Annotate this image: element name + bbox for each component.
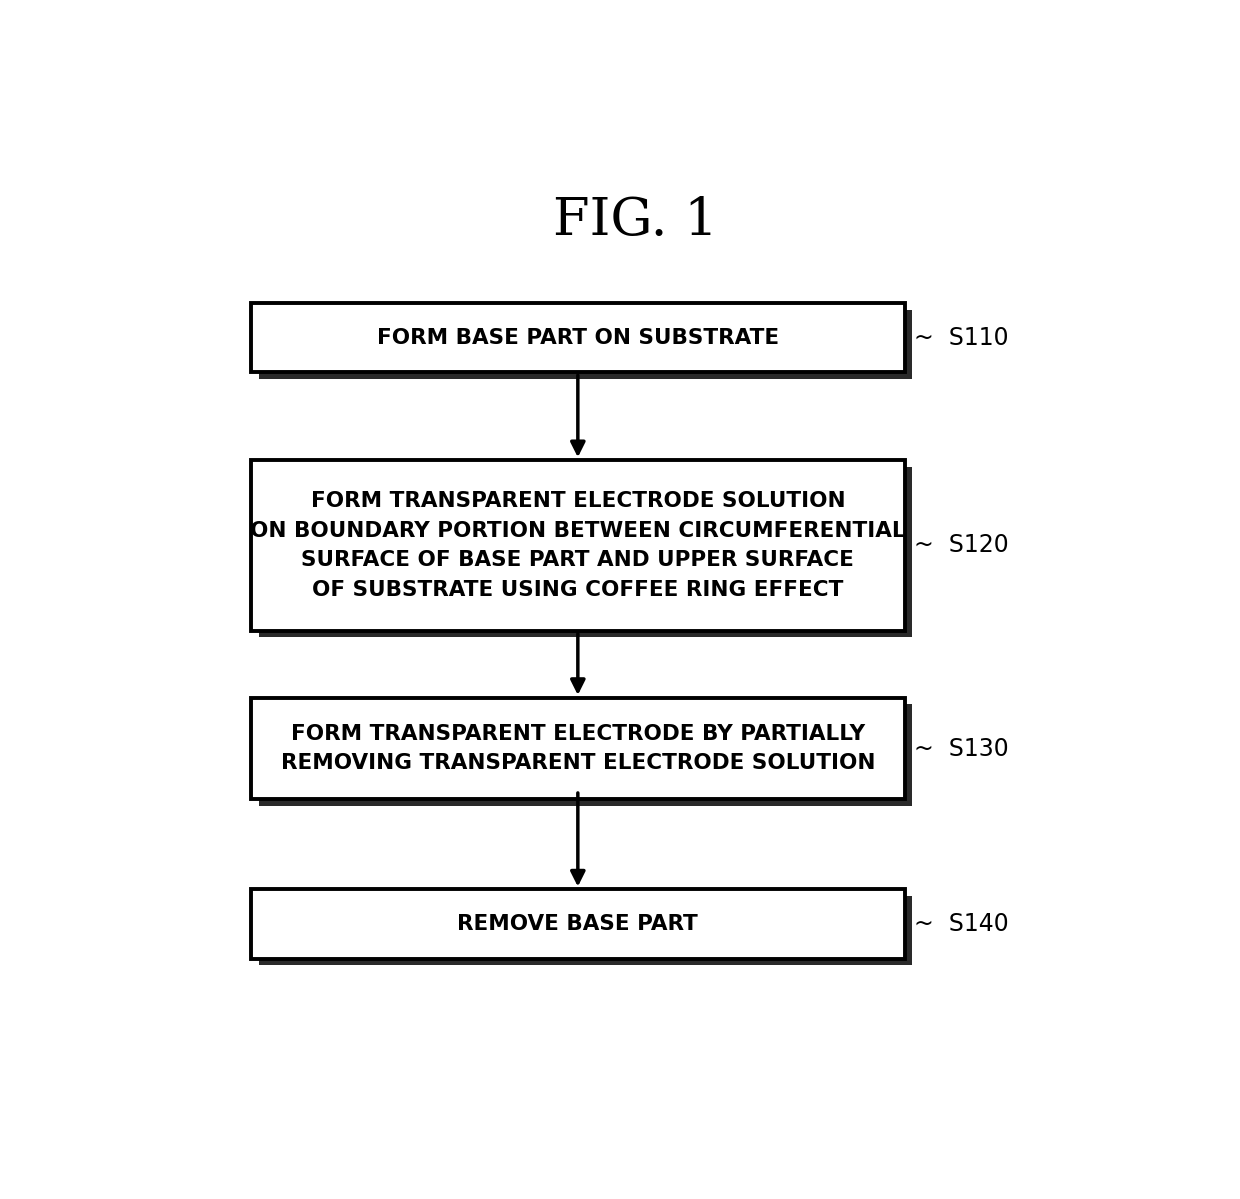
Text: REMOVE BASE PART: REMOVE BASE PART [458,914,698,934]
Bar [250,460,904,631]
Bar [250,890,904,959]
Text: FORM TRANSPARENT ELECTRODE BY PARTIALLY
REMOVING TRANSPARENT ELECTRODE SOLUTION: FORM TRANSPARENT ELECTRODE BY PARTIALLY … [280,724,875,773]
Text: ~  S110: ~ S110 [914,326,1009,350]
Bar [250,303,904,373]
Text: FIG. 1: FIG. 1 [553,194,718,246]
Bar [259,466,913,638]
Bar [259,309,913,379]
Text: ~  S120: ~ S120 [914,534,1009,558]
Bar [259,704,913,806]
Bar [250,698,904,800]
Text: ~  S130: ~ S130 [914,736,1009,760]
Bar [259,896,913,965]
Text: ~  S140: ~ S140 [914,912,1009,936]
Text: FORM TRANSPARENT ELECTRODE SOLUTION
ON BOUNDARY PORTION BETWEEN CIRCUMFERENTIAL
: FORM TRANSPARENT ELECTRODE SOLUTION ON B… [250,492,905,600]
Text: FORM BASE PART ON SUBSTRATE: FORM BASE PART ON SUBSTRATE [377,327,779,348]
